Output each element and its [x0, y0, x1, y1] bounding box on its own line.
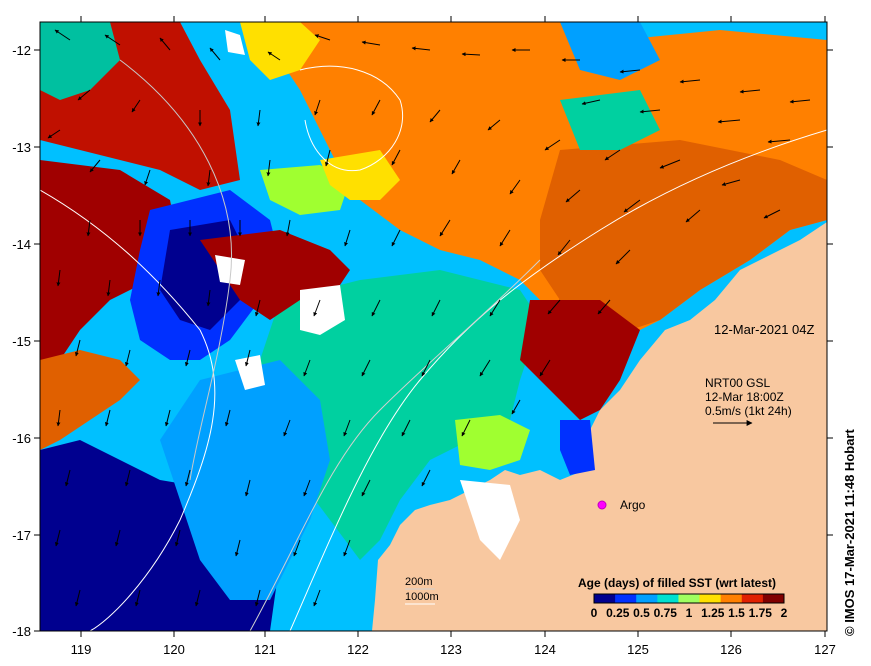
colorbar-tick-label: 0: [591, 606, 598, 620]
colorbar-tick-label: 1.25: [701, 606, 725, 620]
colorbar-tick-label: 0.75: [654, 606, 678, 620]
depth-1000m-label: 1000m: [405, 591, 439, 603]
credit-text: © IMOS 17-Mar-2021 11:48 Hobart: [842, 429, 857, 636]
argo-marker: [597, 500, 607, 510]
colorbar-swatch: [741, 594, 764, 603]
current-product-line1: NRT00 GSL: [705, 376, 770, 390]
lat-label: -15: [12, 334, 31, 349]
current-product-line2: 12-Mar 18:00Z: [705, 390, 784, 404]
colorbar-swatch: [594, 594, 616, 603]
lat-label: -14: [12, 237, 31, 252]
depth-legend: 200m 1000m: [405, 576, 439, 605]
colorbar-swatch: [699, 594, 722, 603]
current-product-line3: 0.5m/s (1kt 24h): [705, 404, 792, 418]
lon-label: 123: [440, 642, 462, 657]
colorbar-swatch: [657, 594, 679, 603]
colorbar-swatch: [636, 594, 658, 603]
colorbar-tick-label: 0.5: [633, 606, 650, 620]
lat-label: -12: [12, 43, 31, 58]
colorbar-swatch: [678, 594, 701, 603]
lat-label: -17: [12, 528, 31, 543]
colorbar-swatch: [720, 594, 743, 603]
colorbar-tick-labels: 0 0.25 0.5 0.75 1 1.25 1.5 1.75 2: [591, 606, 788, 620]
argo-label: Argo: [620, 498, 646, 512]
current-product-info: NRT00 GSL 12-Mar 18:00Z 0.5m/s (1kt 24h): [705, 376, 792, 418]
lat-label: -18: [12, 624, 31, 639]
lon-label: 122: [347, 642, 369, 657]
sst-age-field: [40, 22, 827, 631]
colorbar-swatches: [594, 594, 785, 603]
lon-label: 119: [71, 642, 92, 657]
colorbar-swatch: [615, 594, 637, 603]
colorbar-tick-label: 2: [781, 606, 788, 620]
lon-label: 127: [814, 642, 836, 657]
colorbar-frame: [593, 593, 785, 604]
colorbar-tick-label: 0.25: [606, 606, 630, 620]
current-vectors: [47, 29, 811, 607]
colorbar-title: Age (days) of filled SST (wrt latest): [578, 576, 776, 590]
timestamp-label: 12-Mar-2021 04Z: [714, 322, 814, 337]
lat-label: -13: [12, 140, 31, 155]
lon-label: 120: [163, 642, 185, 657]
colorbar-swatch: [762, 594, 785, 603]
lon-label: 124: [534, 642, 556, 657]
lat-label: -16: [12, 431, 31, 446]
colorbar-tick-label: 1: [686, 606, 693, 620]
colorbar-tick-label: 1.5: [728, 606, 745, 620]
lon-label: 126: [720, 642, 742, 657]
lon-label: 121: [254, 642, 276, 657]
colorbar-tick-label: 1.75: [749, 606, 773, 620]
lon-label: 125: [627, 642, 649, 657]
axis-ticks: [34, 16, 833, 637]
depth-200m-label: 200m: [405, 576, 433, 588]
plot-frame: [39, 21, 828, 632]
